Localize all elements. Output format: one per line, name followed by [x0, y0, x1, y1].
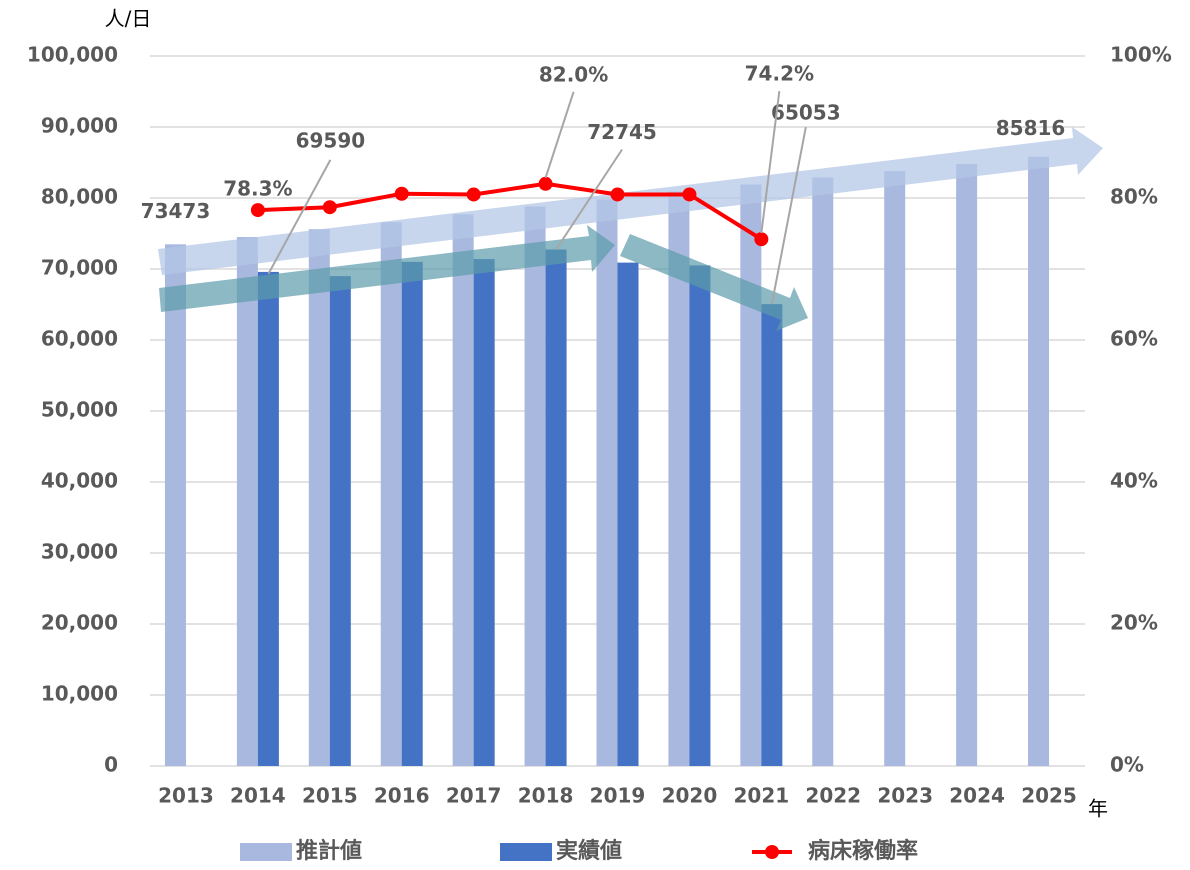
- leader-line: [555, 148, 623, 251]
- data-label: 78.3%: [223, 177, 292, 201]
- rate-line: [257, 181, 763, 241]
- x-tick-label: 2016: [374, 784, 430, 808]
- x-tick-label: 2018: [518, 784, 574, 808]
- bar: [956, 163, 978, 767]
- x-tick-label: 2014: [230, 784, 286, 808]
- bar: [164, 244, 186, 767]
- y2-tick-label: 0%: [1110, 753, 1144, 777]
- x-tick-label: 2019: [590, 784, 646, 808]
- legend-label: 推計値: [296, 838, 362, 864]
- bar: [884, 171, 906, 766]
- data-label: 72745: [587, 120, 657, 144]
- legend-swatch: [240, 843, 292, 861]
- data-label: 73473: [141, 199, 211, 223]
- x-tick-label: 2020: [662, 784, 718, 808]
- y-tick-label: 60,000: [41, 327, 118, 351]
- trend-arrow: [158, 127, 1103, 275]
- rate-point: [610, 187, 625, 202]
- bar: [329, 276, 351, 766]
- bar: [668, 191, 690, 767]
- y-tick-label: 70,000: [41, 256, 118, 280]
- rate-point: [250, 203, 265, 218]
- grid: 0 10,000 20,000 30,000 40,000 50,000 60,000 70,…: [27, 43, 1172, 808]
- bar: [761, 304, 783, 766]
- bar: [473, 259, 495, 766]
- data-label: 85816: [996, 116, 1066, 140]
- data-label: 82.0%: [539, 62, 608, 86]
- y-tick-label: 30,000: [41, 540, 118, 564]
- bar: [812, 177, 834, 766]
- bar: [740, 184, 762, 766]
- rate-point: [754, 232, 769, 247]
- bar: [617, 262, 639, 766]
- leader-line: [760, 91, 781, 234]
- bar: [524, 206, 546, 766]
- rate-point: [538, 176, 553, 191]
- y-tick-label: 10,000: [41, 682, 118, 706]
- bar: [308, 229, 330, 767]
- x-tick-label: 2017: [446, 784, 502, 808]
- y2-tick-label: 80%: [1110, 185, 1158, 209]
- x-tick-label: 2013: [158, 784, 214, 808]
- y-tick-label: 100,000: [27, 43, 118, 67]
- bar: [452, 214, 474, 766]
- y2-tick-label: 60%: [1110, 327, 1158, 351]
- trend-arrow: [159, 225, 615, 312]
- bar: [380, 222, 402, 766]
- legend-swatch: [500, 843, 552, 861]
- legend-label: 実績値: [556, 838, 622, 864]
- y2-tick-label: 100%: [1110, 43, 1172, 67]
- leader-line: [770, 126, 807, 305]
- bar: [257, 271, 279, 766]
- data-label: 69590: [296, 128, 366, 152]
- rate-point: [322, 200, 337, 215]
- x-tick-label: 2025: [1021, 784, 1077, 808]
- bar: [689, 265, 711, 766]
- x-tick-label: 2021: [734, 784, 790, 808]
- x-tick-label: 2022: [805, 784, 861, 808]
- leader-line: [544, 91, 575, 179]
- y-tick-label: 50,000: [41, 398, 118, 422]
- y-tick-label: 20,000: [41, 611, 118, 635]
- bar: [401, 261, 423, 766]
- x-tick-label: 2023: [877, 784, 933, 808]
- leader-line: [267, 159, 332, 275]
- y2-tick-label: 40%: [1110, 469, 1158, 493]
- y-tick-label: 80,000: [41, 185, 118, 209]
- bar: [596, 199, 618, 767]
- trend-arrows: [158, 127, 1103, 331]
- y2-tick-label: 20%: [1110, 611, 1158, 635]
- data-label: 65053: [771, 101, 841, 125]
- bar: [545, 249, 567, 766]
- legend-label: 病床稼働率: [808, 838, 918, 864]
- legend: 推計値 実績値 病床稼働率: [240, 838, 918, 864]
- labels: 73473 85816 69590 72745 65053 78.3% 82.0% 74.2%: [141, 62, 1066, 305]
- y-axis-title: 人/日: [105, 7, 152, 31]
- bar: [236, 237, 258, 767]
- y-tick-label: 90,000: [41, 114, 118, 138]
- x-tick-label: 2024: [949, 784, 1005, 808]
- bar: [1028, 156, 1050, 766]
- line-layer: [250, 176, 769, 247]
- legend-swatch: [765, 845, 779, 859]
- bars: [164, 156, 1050, 767]
- data-label: 74.2%: [745, 62, 814, 86]
- trend-arrow: [620, 234, 808, 331]
- rate-point: [682, 187, 697, 202]
- x-axis-title: 年: [1088, 797, 1108, 821]
- y-tick-label: 40,000: [41, 469, 118, 493]
- x-tick-label: 2015: [302, 784, 358, 808]
- rate-point: [466, 187, 481, 202]
- y-tick-label: 0: [104, 753, 118, 777]
- rate-point: [394, 186, 409, 201]
